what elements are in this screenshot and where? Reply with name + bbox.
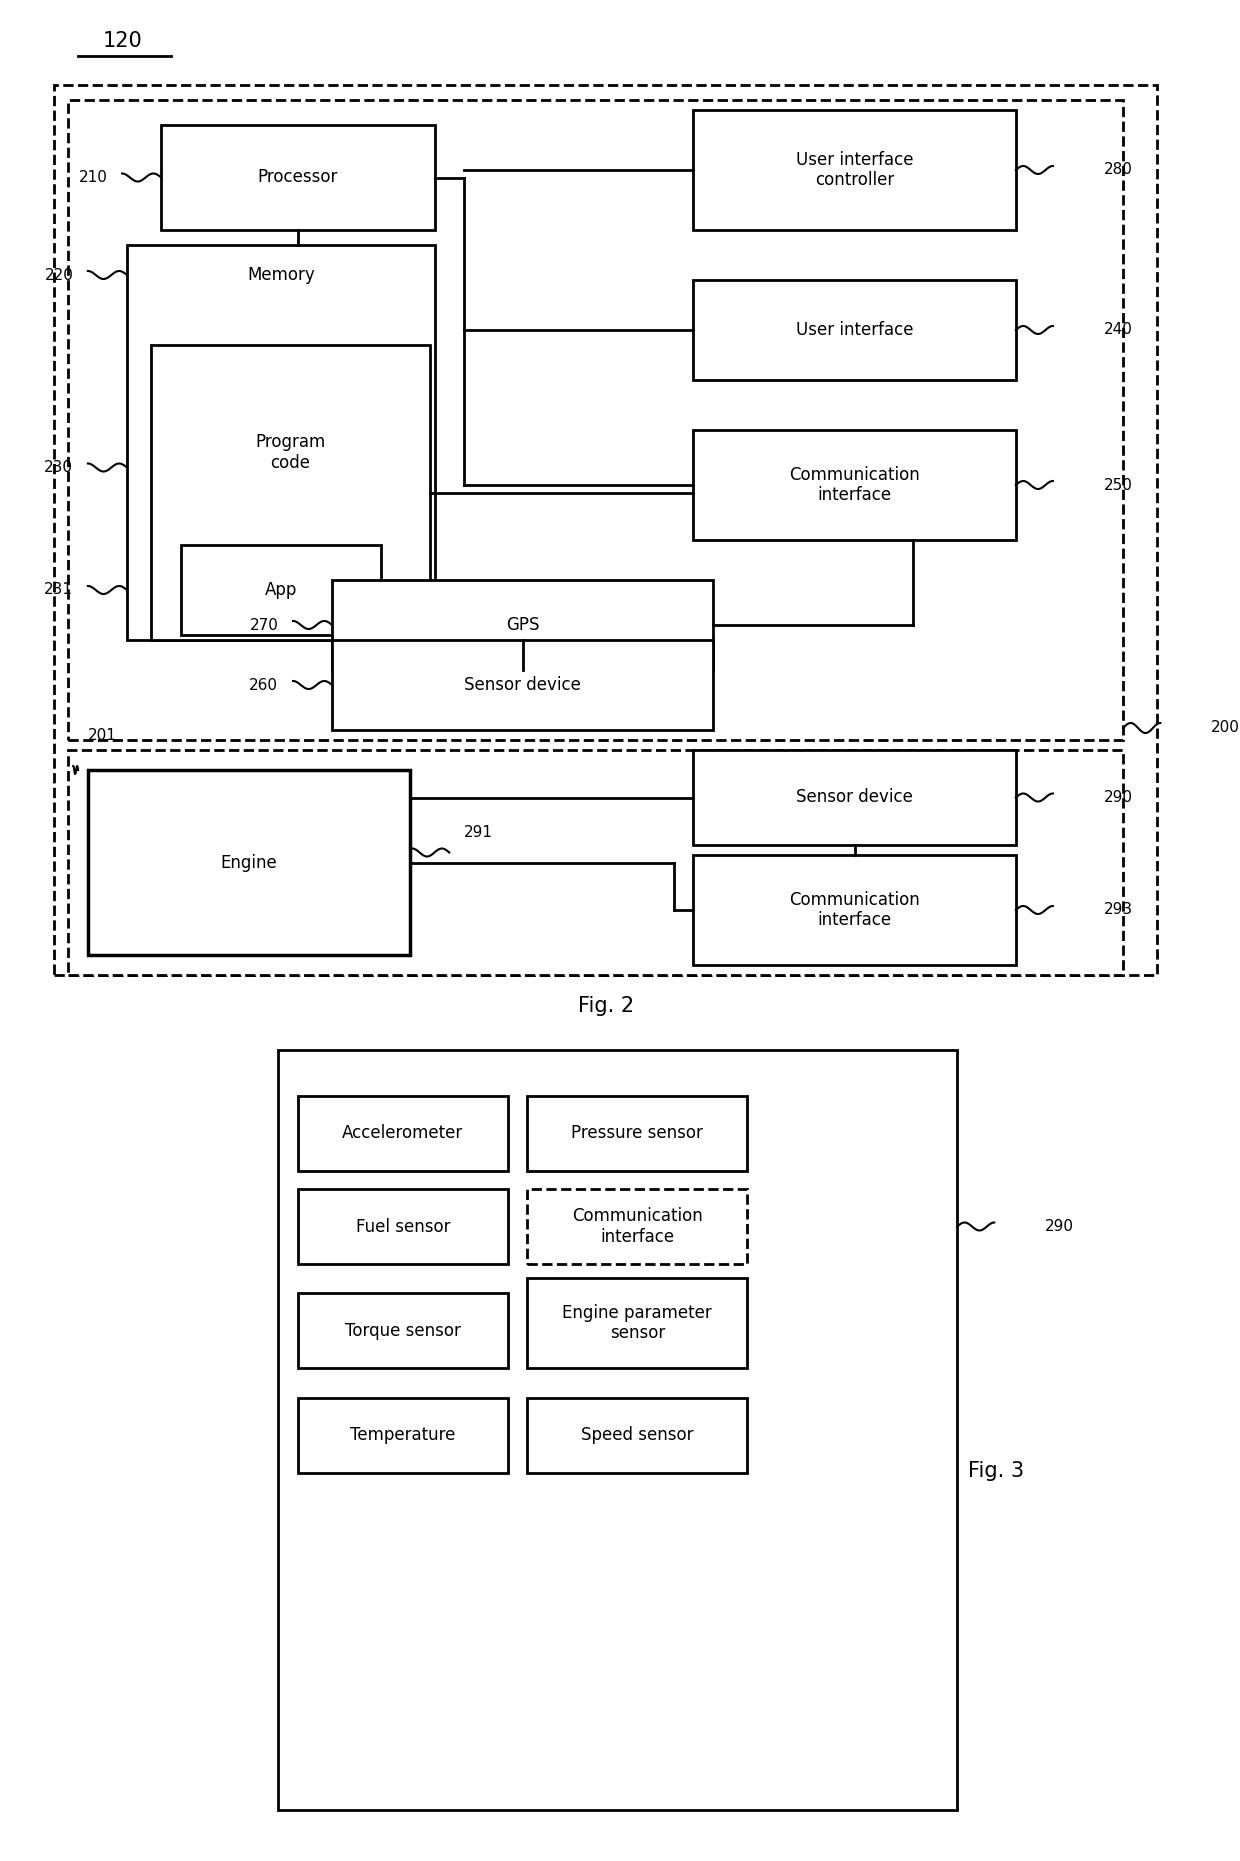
Text: Fig. 2: Fig. 2 bbox=[578, 996, 634, 1016]
Text: 291: 291 bbox=[464, 824, 494, 839]
Text: User interface: User interface bbox=[796, 320, 914, 339]
FancyBboxPatch shape bbox=[298, 1189, 508, 1264]
FancyBboxPatch shape bbox=[126, 246, 435, 640]
Text: 290: 290 bbox=[1045, 1219, 1074, 1234]
FancyBboxPatch shape bbox=[332, 640, 713, 730]
Text: 120: 120 bbox=[103, 32, 143, 50]
Text: 210: 210 bbox=[78, 169, 108, 184]
FancyBboxPatch shape bbox=[527, 1279, 748, 1368]
Text: 280: 280 bbox=[1104, 162, 1132, 177]
Text: Speed sensor: Speed sensor bbox=[582, 1427, 693, 1444]
FancyBboxPatch shape bbox=[151, 344, 430, 640]
FancyBboxPatch shape bbox=[88, 770, 410, 955]
Text: Pressure sensor: Pressure sensor bbox=[572, 1124, 703, 1143]
FancyBboxPatch shape bbox=[693, 279, 1016, 380]
FancyBboxPatch shape bbox=[298, 1398, 508, 1474]
Text: User interface
controller: User interface controller bbox=[796, 151, 914, 190]
Text: Sensor device: Sensor device bbox=[464, 676, 582, 694]
Text: Fuel sensor: Fuel sensor bbox=[356, 1217, 450, 1236]
FancyBboxPatch shape bbox=[298, 1096, 508, 1171]
Text: Torque sensor: Torque sensor bbox=[345, 1321, 461, 1340]
FancyBboxPatch shape bbox=[68, 100, 1123, 741]
Text: Engine parameter
sensor: Engine parameter sensor bbox=[563, 1303, 712, 1342]
Text: 270: 270 bbox=[249, 618, 278, 633]
Text: 220: 220 bbox=[45, 268, 73, 283]
Text: Sensor device: Sensor device bbox=[796, 789, 913, 806]
Text: App: App bbox=[264, 581, 298, 599]
FancyBboxPatch shape bbox=[298, 1293, 508, 1368]
Text: GPS: GPS bbox=[506, 616, 539, 635]
FancyBboxPatch shape bbox=[693, 110, 1016, 231]
Text: 290: 290 bbox=[1104, 791, 1132, 806]
FancyBboxPatch shape bbox=[527, 1096, 748, 1171]
Text: Temperature: Temperature bbox=[350, 1427, 455, 1444]
Text: Program
code: Program code bbox=[255, 434, 326, 473]
Text: Communication
interface: Communication interface bbox=[572, 1208, 703, 1245]
FancyBboxPatch shape bbox=[161, 125, 435, 231]
Text: 260: 260 bbox=[249, 677, 278, 692]
Text: Accelerometer: Accelerometer bbox=[342, 1124, 464, 1143]
FancyBboxPatch shape bbox=[278, 1050, 957, 1811]
FancyBboxPatch shape bbox=[693, 750, 1016, 845]
Text: 230: 230 bbox=[45, 460, 73, 475]
Text: Processor: Processor bbox=[258, 169, 339, 186]
FancyBboxPatch shape bbox=[332, 581, 713, 670]
Text: 250: 250 bbox=[1104, 478, 1132, 493]
Text: 201: 201 bbox=[88, 728, 117, 743]
Text: 293: 293 bbox=[1104, 903, 1133, 917]
Text: Communication
interface: Communication interface bbox=[789, 891, 920, 929]
Text: 231: 231 bbox=[45, 582, 73, 597]
Text: 200: 200 bbox=[1211, 720, 1240, 735]
FancyBboxPatch shape bbox=[527, 1398, 748, 1474]
FancyBboxPatch shape bbox=[68, 750, 1123, 975]
FancyBboxPatch shape bbox=[693, 430, 1016, 540]
Text: Engine: Engine bbox=[221, 854, 278, 871]
FancyBboxPatch shape bbox=[181, 545, 381, 635]
Text: Communication
interface: Communication interface bbox=[789, 465, 920, 504]
Text: 240: 240 bbox=[1104, 322, 1132, 337]
FancyBboxPatch shape bbox=[527, 1189, 748, 1264]
Text: Memory: Memory bbox=[247, 266, 315, 285]
Text: Fig. 3: Fig. 3 bbox=[968, 1461, 1024, 1481]
FancyBboxPatch shape bbox=[53, 86, 1157, 975]
FancyBboxPatch shape bbox=[693, 854, 1016, 966]
